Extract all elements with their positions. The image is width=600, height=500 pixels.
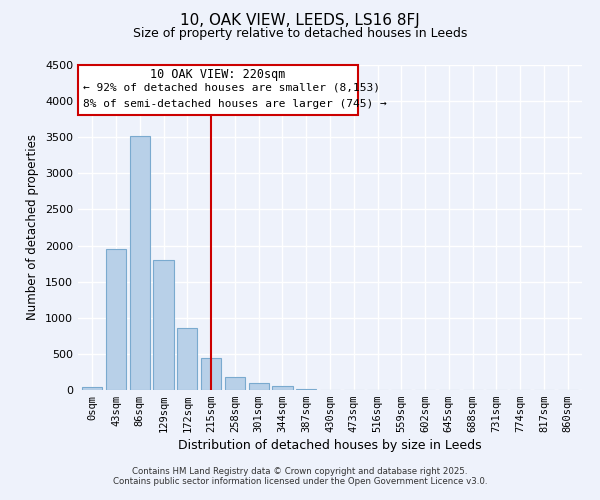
X-axis label: Distribution of detached houses by size in Leeds: Distribution of detached houses by size …: [178, 440, 482, 452]
Bar: [177, 328, 197, 390]
Text: Contains HM Land Registry data © Crown copyright and database right 2025.: Contains HM Land Registry data © Crown c…: [132, 467, 468, 476]
Bar: [272, 386, 293, 390]
Bar: [130, 136, 150, 390]
Bar: [201, 358, 221, 390]
Bar: [296, 388, 316, 390]
Text: 10, OAK VIEW, LEEDS, LS16 8FJ: 10, OAK VIEW, LEEDS, LS16 8FJ: [180, 12, 420, 28]
Text: Contains public sector information licensed under the Open Government Licence v3: Contains public sector information licen…: [113, 477, 487, 486]
Y-axis label: Number of detached properties: Number of detached properties: [26, 134, 40, 320]
Bar: [225, 376, 245, 390]
Text: 10 OAK VIEW: 220sqm: 10 OAK VIEW: 220sqm: [150, 68, 286, 81]
Bar: [82, 387, 103, 390]
Bar: [248, 383, 269, 390]
Text: 8% of semi-detached houses are larger (745) →: 8% of semi-detached houses are larger (7…: [83, 99, 387, 109]
Text: Size of property relative to detached houses in Leeds: Size of property relative to detached ho…: [133, 28, 467, 40]
Bar: [106, 249, 126, 390]
Text: ← 92% of detached houses are smaller (8,153): ← 92% of detached houses are smaller (8,…: [83, 83, 380, 93]
FancyBboxPatch shape: [78, 65, 358, 116]
Bar: [154, 260, 173, 390]
